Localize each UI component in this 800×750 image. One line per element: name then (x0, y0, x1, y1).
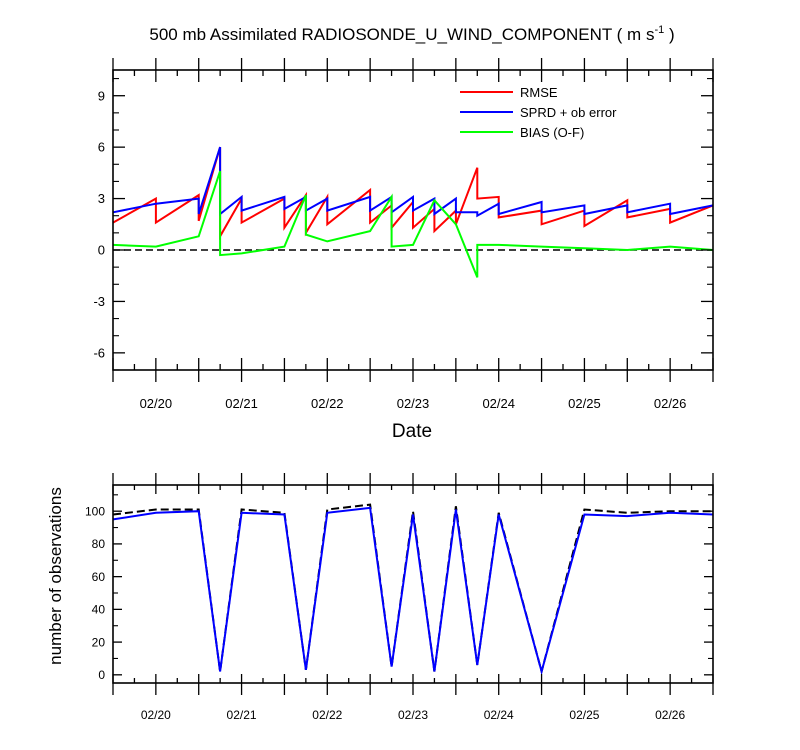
series-line-2 (112, 170, 714, 278)
y-tick-label: 0 (98, 668, 105, 682)
x-tick-label: 02/23 (397, 396, 430, 411)
series-line-1 (112, 146, 714, 218)
bottom-chart: 0 20 40 60 80 100 02/20 02/21 02/22 02/23 02/24 02/… (46, 473, 714, 722)
y-tick-label: 20 (92, 635, 106, 649)
x-tick-label: 02/26 (655, 708, 685, 722)
y-tick-label: 40 (92, 603, 106, 617)
top-axis-ticks: 9 6 3 0 -3 -6 02/20 02/21 02/22 02/23 02/24 02/25 02… (93, 58, 714, 411)
y-tick-label: 9 (98, 88, 105, 103)
y-tick-label: 6 (98, 140, 105, 155)
x-tick-label: 02/24 (484, 708, 514, 722)
y-tick-label: 3 (98, 191, 105, 206)
y-tick-label: 0 (98, 243, 105, 258)
legend-label-0: RMSE (520, 85, 558, 100)
series-line-1 (112, 506, 714, 676)
x-tick-label: 02/20 (141, 708, 171, 722)
x-tick-label: 02/20 (140, 396, 173, 411)
x-tick-label: 02/24 (482, 396, 515, 411)
series-line-0 (112, 146, 714, 241)
x-tick-label: 02/22 (312, 708, 342, 722)
y-tick-label: 60 (92, 570, 106, 584)
x-tick-label: 02/25 (568, 396, 601, 411)
legend-label-2: BIAS (O-F) (520, 125, 584, 140)
x-tick-label: 02/23 (398, 708, 428, 722)
y-tick-label: 80 (92, 537, 106, 551)
y-tick-label: 100 (85, 504, 105, 518)
top-x-axis-label: Date (392, 421, 432, 442)
x-tick-label: 02/21 (227, 708, 257, 722)
x-tick-label: 02/25 (569, 708, 599, 722)
bottom-axis-ticks: 0 20 40 60 80 100 02/20 02/21 02/22 02/23 02/24 02/… (85, 473, 714, 722)
top-legend: RMSE SPRD + ob error BIAS (O-F) (460, 85, 617, 140)
bottom-series-layer (112, 503, 714, 676)
top-series-layer (112, 146, 714, 278)
series-line-0 (112, 503, 713, 676)
x-tick-label: 02/21 (225, 396, 258, 411)
top-chart: 500 mb Assimilated RADIOSONDE_U_WIND_COM… (93, 24, 714, 442)
x-tick-label: 02/22 (311, 396, 344, 411)
bottom-y-axis-label: number of observations (46, 487, 65, 665)
legend-label-1: SPRD + ob error (520, 105, 617, 120)
y-tick-label: -3 (93, 294, 105, 309)
y-tick-label: -6 (93, 345, 105, 360)
x-tick-label: 02/26 (654, 396, 687, 411)
top-chart-title: 500 mb Assimilated RADIOSONDE_U_WIND_COM… (149, 24, 674, 44)
